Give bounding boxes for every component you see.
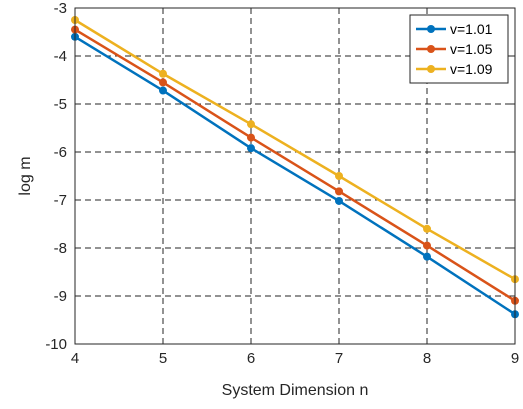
legend-label: v=1.01 [450,21,493,37]
tick-labels: 4 5 6 7 8 9 -3 -4 -5 -6 -7 -8 -9 -10 [45,0,519,367]
x-axis-label: System Dimension n [222,382,369,399]
y-tick-label: -10 [45,336,67,353]
series-line [74,18,516,281]
y-tick-label: -7 [54,192,67,209]
x-tick-label: 9 [511,350,519,367]
x-tick-label: 4 [71,350,79,367]
plot-frame [74,7,516,345]
series-line [74,28,516,302]
x-tick-label: 8 [423,350,431,367]
legend-swatch-marker [427,65,435,73]
y-tick-label: -9 [54,288,67,305]
y-tick-label: -3 [54,0,67,17]
data-point [423,252,431,261]
series-line [74,35,516,316]
ticks [74,7,516,345]
data-point [335,172,343,180]
data-point [423,241,431,250]
x-tick-label: 5 [159,350,167,367]
legend-swatch-marker [427,25,435,33]
x-tick-label: 6 [247,350,255,367]
data-point [159,78,167,87]
data-point [423,224,431,233]
data-point [159,86,167,95]
series-v=1.01 [71,32,519,319]
legend: v=1.01 v=1.05 v=1.09 [409,14,509,84]
data-point [335,187,343,196]
y-tick-label: -5 [54,96,67,113]
y-tick-label: -4 [54,48,67,65]
legend-swatch-marker [427,45,435,53]
data-point [335,196,343,205]
legend-label: v=1.05 [450,41,493,57]
data-point [247,144,255,153]
data-point [159,69,167,78]
series-layer [71,16,519,319]
data-point [247,120,255,129]
legend-label: v=1.09 [450,61,493,77]
y-tick-label: -8 [54,240,67,257]
y-tick-label: -6 [54,144,67,161]
y-axis-label: log m [17,156,34,195]
data-point [247,133,255,142]
x-tick-label: 7 [335,350,343,367]
